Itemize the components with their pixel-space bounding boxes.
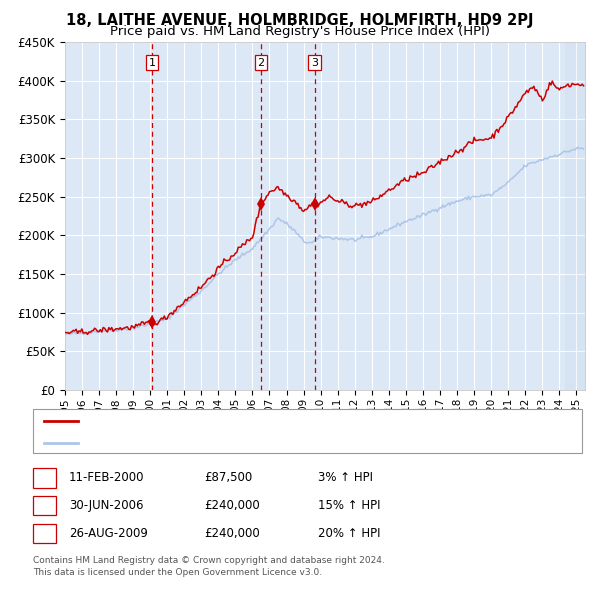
Text: 20% ↑ HPI: 20% ↑ HPI bbox=[318, 527, 380, 540]
Text: 30-JUN-2006: 30-JUN-2006 bbox=[69, 499, 143, 512]
Text: £240,000: £240,000 bbox=[204, 527, 260, 540]
Text: 26-AUG-2009: 26-AUG-2009 bbox=[69, 527, 148, 540]
Text: 2: 2 bbox=[257, 58, 265, 67]
Text: 15% ↑ HPI: 15% ↑ HPI bbox=[318, 499, 380, 512]
Text: 11-FEB-2000: 11-FEB-2000 bbox=[69, 471, 145, 484]
Text: 3: 3 bbox=[41, 527, 48, 540]
Text: 1: 1 bbox=[41, 471, 48, 484]
Text: 3: 3 bbox=[311, 58, 318, 67]
Text: 1: 1 bbox=[148, 58, 155, 67]
Text: 18, LAITHE AVENUE, HOLMBRIDGE, HOLMFIRTH, HD9 2PJ: 18, LAITHE AVENUE, HOLMBRIDGE, HOLMFIRTH… bbox=[66, 13, 534, 28]
Text: HPI: Average price, detached house, Kirklees: HPI: Average price, detached house, Kirk… bbox=[84, 438, 329, 448]
Text: 3% ↑ HPI: 3% ↑ HPI bbox=[318, 471, 373, 484]
Text: Contains HM Land Registry data © Crown copyright and database right 2024.
This d: Contains HM Land Registry data © Crown c… bbox=[33, 556, 385, 576]
Text: 2: 2 bbox=[41, 499, 48, 512]
Text: Price paid vs. HM Land Registry's House Price Index (HPI): Price paid vs. HM Land Registry's House … bbox=[110, 25, 490, 38]
Text: £87,500: £87,500 bbox=[204, 471, 252, 484]
Text: 18, LAITHE AVENUE, HOLMBRIDGE, HOLMFIRTH, HD9 2PJ (detached house): 18, LAITHE AVENUE, HOLMBRIDGE, HOLMFIRTH… bbox=[84, 417, 494, 426]
Text: £240,000: £240,000 bbox=[204, 499, 260, 512]
